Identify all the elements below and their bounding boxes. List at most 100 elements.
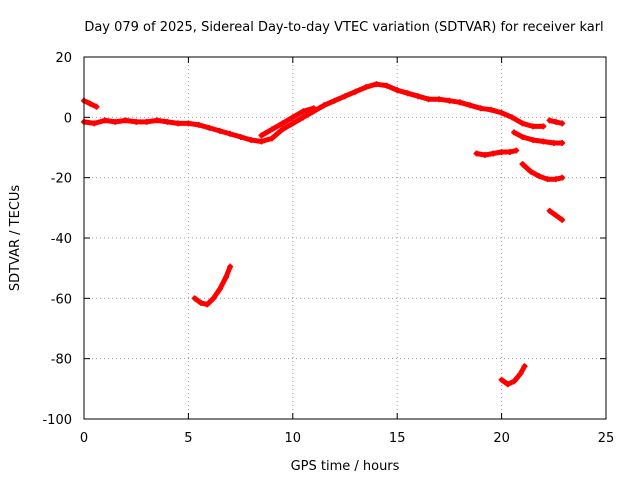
data-point	[237, 133, 244, 140]
data-point	[216, 286, 223, 293]
data-point	[383, 82, 390, 89]
data-point	[456, 99, 463, 106]
data-point	[93, 103, 100, 110]
data-point	[289, 120, 296, 127]
data-point	[513, 147, 520, 154]
data-point	[446, 97, 453, 104]
data-point	[300, 114, 307, 121]
data-point	[504, 381, 511, 388]
data-point	[394, 87, 401, 94]
data-point	[552, 176, 559, 183]
data-point	[321, 102, 328, 109]
x-tick-label: 10	[285, 431, 302, 446]
data-point	[404, 90, 411, 97]
data-point	[425, 96, 432, 103]
data-point	[204, 301, 211, 308]
x-tick-label: 25	[598, 431, 615, 446]
data-point	[300, 108, 307, 115]
data-point	[467, 102, 474, 109]
data-point	[164, 118, 171, 125]
data-point	[509, 114, 516, 121]
data-point	[122, 117, 129, 124]
data-point	[342, 93, 348, 100]
data-point	[268, 135, 275, 142]
data-point	[185, 120, 192, 127]
data-point	[222, 274, 229, 281]
data-point	[268, 126, 275, 133]
axis-ticks: -100 -80 -60 -40 -20 0 20 0 5 10 15 20 25	[42, 51, 614, 446]
data-point	[546, 117, 553, 124]
data-point	[521, 363, 528, 370]
data-point	[477, 105, 484, 112]
y-tick-label: 20	[55, 51, 72, 66]
data-point	[511, 129, 518, 136]
y-tick-label: -40	[51, 232, 72, 247]
data-point	[227, 130, 234, 137]
data-point	[536, 173, 543, 180]
data-point	[279, 126, 286, 133]
y-tick-label: -20	[51, 172, 72, 187]
data-point	[206, 124, 213, 131]
data-point	[91, 120, 98, 127]
data-point	[248, 136, 255, 143]
x-tick-label: 20	[493, 431, 510, 446]
chart-title: Day 079 of 2025, Sidereal Day-to-day VTE…	[84, 20, 603, 35]
data-point	[498, 376, 505, 383]
data-point	[519, 120, 526, 127]
data-point	[540, 138, 547, 145]
data-point	[435, 96, 442, 103]
y-tick-label: -80	[51, 353, 72, 368]
data-point	[133, 118, 140, 125]
data-point	[529, 136, 536, 143]
data-series	[81, 81, 566, 388]
data-point	[258, 138, 265, 145]
data-point	[529, 123, 536, 130]
x-axis-label: GPS time / hours	[291, 459, 400, 474]
data-point	[143, 118, 150, 125]
data-point	[511, 378, 518, 385]
data-point	[352, 88, 359, 95]
data-point	[559, 139, 566, 146]
data-point	[544, 176, 551, 183]
grid-lines	[84, 57, 606, 419]
data-point	[498, 149, 505, 156]
data-point	[258, 132, 265, 139]
series-line-upper-track-branch	[259, 105, 317, 138]
data-point	[488, 106, 495, 113]
data-point	[415, 93, 422, 100]
y-axis-label: SDTVAR / TECUs	[8, 185, 23, 292]
data-point	[174, 120, 181, 127]
data-point	[559, 216, 566, 223]
data-point	[540, 123, 547, 130]
y-tick-label: -100	[42, 413, 72, 428]
data-point	[490, 150, 497, 157]
series-line-arc-21-23h-a	[511, 129, 565, 146]
x-tick-label: 5	[184, 431, 192, 446]
data-point	[552, 212, 559, 219]
data-point	[279, 120, 286, 127]
data-point	[527, 168, 534, 175]
data-point	[473, 150, 480, 157]
data-point	[112, 118, 119, 125]
data-point	[559, 120, 566, 127]
data-point	[310, 105, 317, 112]
data-point	[546, 207, 553, 214]
data-point	[195, 121, 202, 128]
data-point	[506, 149, 513, 156]
data-point	[373, 81, 380, 88]
data-point	[227, 263, 234, 270]
data-point	[87, 100, 94, 107]
data-point	[517, 370, 524, 377]
data-point	[481, 152, 488, 159]
data-point	[550, 139, 557, 146]
data-point	[559, 174, 566, 181]
data-point	[519, 161, 526, 168]
data-point	[519, 133, 526, 140]
data-point	[210, 295, 217, 302]
data-point	[289, 114, 296, 121]
data-point	[362, 84, 369, 91]
data-point	[216, 127, 223, 134]
y-tick-label: 0	[64, 111, 72, 126]
data-point	[197, 299, 204, 306]
